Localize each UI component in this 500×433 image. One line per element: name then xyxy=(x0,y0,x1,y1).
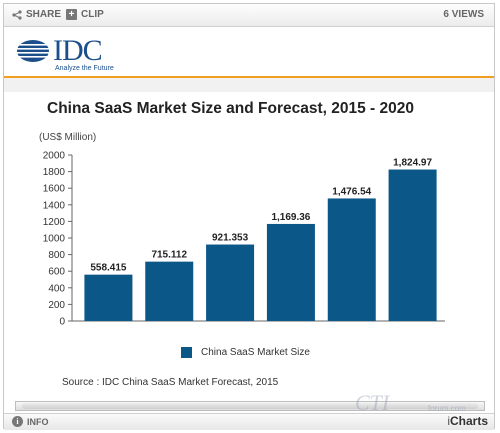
bar-2016 xyxy=(145,261,194,321)
info-label: INFO xyxy=(27,416,49,427)
info-icon: i xyxy=(12,416,23,427)
share-label: SHARE xyxy=(26,9,62,20)
bar-2015 xyxy=(84,274,133,321)
bar-2020 xyxy=(388,169,437,321)
y-tick-label: 1000 xyxy=(43,234,66,245)
watermark-domain: forum.com xyxy=(428,404,466,413)
views-count: 6 VIEWS xyxy=(443,9,484,20)
logo-tagline: Analyze the Future xyxy=(55,65,114,72)
legend: China SaaS Market Size xyxy=(181,347,310,358)
y-tick-label: 2000 xyxy=(43,151,66,162)
clip-button[interactable]: + CLIP xyxy=(66,9,104,20)
data-label-2016: 715.112 xyxy=(151,250,187,261)
y-tick-label: 1200 xyxy=(43,217,66,228)
y-tick-label: 0 xyxy=(59,317,65,328)
data-label-2018: 1,169.36 xyxy=(271,212,310,223)
chart-title: China SaaS Market Size and Forecast, 201… xyxy=(47,100,415,117)
share-button[interactable]: SHARE xyxy=(12,9,61,20)
bar-2019 xyxy=(327,198,376,321)
legend-label: China SaaS Market Size xyxy=(201,347,310,358)
bar-2018 xyxy=(266,223,315,321)
y-axis-label: (US$ Million) xyxy=(39,132,96,143)
y-tick-label: 400 xyxy=(48,283,65,294)
top-toolbar: SHARE + CLIP 6 VIEWS xyxy=(4,4,494,27)
watermark-logo: CTI xyxy=(355,390,390,415)
scrollbar-thumb[interactable] xyxy=(22,403,478,409)
logo-text: IDC xyxy=(53,34,103,67)
y-tick-label: 600 xyxy=(48,267,65,278)
y-tick-label: 1800 xyxy=(43,167,66,178)
plus-icon: + xyxy=(66,9,77,20)
clip-label: CLIP xyxy=(81,9,104,20)
header-band xyxy=(4,78,494,92)
data-label-2020: 1,824.97 xyxy=(393,158,432,169)
y-tick-label: 800 xyxy=(48,250,65,261)
data-label-2015: 558.415 xyxy=(90,263,127,274)
y-tick-label: 1400 xyxy=(43,200,66,211)
data-label-2019: 1,476.54 xyxy=(332,186,371,197)
brand-suffix: Charts xyxy=(449,414,488,428)
info-button[interactable]: i INFO xyxy=(12,416,49,427)
data-label-2017: 921.353 xyxy=(212,233,249,244)
bar-2017 xyxy=(206,244,255,321)
bar-chart: (US$ Million) 0 200 400 600 800 1000 1200 1400 16… xyxy=(39,132,445,328)
y-tick-label: 1600 xyxy=(43,184,66,195)
header-divider xyxy=(4,76,494,78)
idc-logo: IDC Analyze the Future xyxy=(15,34,114,72)
horizontal-scrollbar[interactable] xyxy=(15,401,485,411)
source-note: Source : IDC China SaaS Market Forecast,… xyxy=(62,377,279,388)
icharts-brand[interactable]: iCharts xyxy=(447,414,488,428)
bottom-toolbar: i INFO iCharts xyxy=(4,413,494,430)
y-tick-label: 200 xyxy=(48,300,65,311)
brand-prefix: i xyxy=(447,414,450,428)
globe-icon xyxy=(16,40,50,62)
share-icon xyxy=(12,9,22,20)
legend-swatch xyxy=(181,347,192,358)
